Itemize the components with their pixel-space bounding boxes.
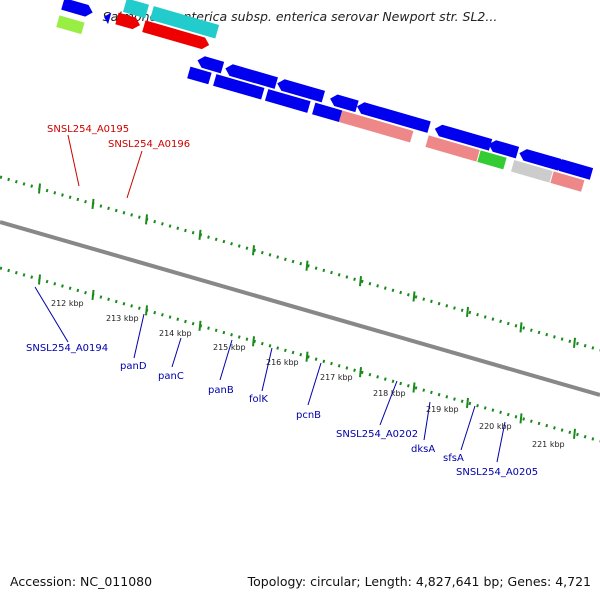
lower-major-tick (359, 366, 362, 378)
gene-blue-f[interactable] (433, 123, 493, 151)
tick-216kbp: 216 kbp (266, 358, 299, 367)
leader-folk (261, 347, 273, 392)
lower-major-tick (38, 274, 41, 285)
footer-accession: Accession: NC_011080 (10, 574, 153, 589)
upper-major-tick (519, 322, 523, 333)
upper-major-tick (359, 275, 362, 287)
leader-panb (219, 339, 233, 381)
lower-dotted-rail (0, 266, 600, 443)
label-panc[interactable]: panC (158, 371, 184, 382)
leader-pand (133, 313, 145, 359)
leader-snsl254-a0195 (67, 134, 80, 187)
gene-blue-g[interactable] (487, 139, 520, 159)
gene-blue-d[interactable] (328, 93, 359, 113)
lower-major-tick (145, 305, 148, 316)
gene-dksa[interactable] (477, 150, 507, 170)
label-panb[interactable]: panB (208, 385, 234, 396)
gene-labels: SNSL254_A0195 SNSL254_A0196 SNSL254_A019… (26, 124, 538, 478)
gene-left-blue-small[interactable] (102, 11, 112, 25)
gene-panb[interactable] (264, 89, 311, 113)
leader-snsl254-a0202 (379, 380, 398, 426)
gene-blue-i[interactable] (553, 158, 594, 180)
lower-major-tick (198, 320, 202, 331)
tick-213kbp: 213 kbp (106, 314, 139, 323)
upper-major-tick (198, 229, 202, 240)
gene-blue-b[interactable] (224, 63, 278, 89)
gene-blue-h[interactable] (518, 147, 562, 171)
label-pand[interactable]: panD (120, 361, 147, 372)
gene-left-blue-upper[interactable] (61, 0, 94, 18)
gene-snsl254-a0196-red[interactable] (142, 20, 211, 50)
lower-major-tick (573, 428, 576, 439)
gene-snsl254-a0205[interactable] (550, 171, 585, 192)
gene-pcnb[interactable] (338, 110, 414, 143)
label-snsl254-a0205[interactable]: SNSL254_A0205 (456, 467, 538, 478)
gene-panc[interactable] (213, 74, 265, 100)
tick-220kbp: 220 kbp (479, 422, 512, 431)
major-ticks (38, 183, 576, 439)
label-snsl254-a0194[interactable]: SNSL254_A0194 (26, 343, 108, 354)
upper-major-tick (573, 337, 576, 348)
tick-221kbp: 221 kbp (532, 440, 565, 449)
gene-snsl254-a0202[interactable] (425, 135, 480, 162)
upper-major-tick (466, 306, 469, 318)
leader-snsl254-a0196 (126, 150, 143, 199)
gene-left-green[interactable] (56, 15, 85, 35)
label-folk[interactable]: folK (249, 394, 268, 405)
leader-snsl254-a0194 (34, 286, 69, 343)
tick-212kbp: 212 kbp (51, 299, 84, 308)
gene-snsl254-a0195-red[interactable] (115, 12, 141, 31)
leader-panc (171, 337, 182, 368)
tick-218kbp: 218 kbp (373, 389, 406, 398)
gene-features (56, 0, 594, 192)
gene-folk[interactable] (312, 102, 343, 122)
label-snsl254-a0202[interactable]: SNSL254_A0202 (336, 429, 418, 440)
lower-major-tick (305, 351, 309, 362)
footer-topology: Topology: circular; Length: 4,827,641 bp… (247, 574, 591, 589)
gene-blue-c[interactable] (276, 78, 326, 103)
leader-pcnb (307, 362, 322, 406)
label-sfsa[interactable]: sfsA (443, 453, 464, 464)
upper-major-tick (412, 291, 416, 302)
lower-major-tick (252, 336, 255, 347)
tick-labels: 212 kbp 213 kbp 214 kbp 215 kbp 216 kbp … (51, 299, 565, 449)
lower-major-tick (412, 382, 416, 393)
label-snsl254-a0196[interactable]: SNSL254_A0196 (108, 139, 190, 150)
lower-major-tick (91, 289, 95, 301)
upper-major-tick (252, 245, 255, 256)
leader-dksa (423, 401, 431, 441)
label-pcnb[interactable]: pcnB (296, 410, 321, 421)
upper-major-tick (91, 198, 95, 210)
gene-sfsa[interactable] (510, 160, 553, 183)
gene-blue-e[interactable] (355, 101, 431, 133)
tick-219kbp: 219 kbp (426, 405, 459, 414)
upper-major-tick (145, 214, 148, 225)
lower-major-tick (466, 397, 469, 409)
upper-major-tick (305, 260, 309, 271)
upper-dotted-rail (0, 175, 600, 352)
label-dksa[interactable]: dksA (411, 444, 435, 455)
tick-217kbp: 217 kbp (320, 373, 353, 382)
gene-snsl254-a0196-cyan[interactable] (149, 6, 220, 39)
tick-214kbp: 214 kbp (159, 329, 192, 338)
leader-snsl254-a0205 (496, 421, 506, 463)
backbone-line (0, 220, 600, 397)
gene-pand[interactable] (187, 66, 212, 85)
lower-major-tick (519, 413, 523, 424)
gene-blue-a[interactable] (196, 55, 225, 74)
leader-sfsa (460, 405, 476, 451)
gene-snsl254-a0195-cyan[interactable] (123, 0, 149, 19)
upper-major-tick (38, 183, 41, 194)
tick-215kbp: 215 kbp (213, 343, 246, 352)
leader-lines (34, 134, 506, 463)
label-snsl254-a0195[interactable]: SNSL254_A0195 (47, 124, 129, 135)
